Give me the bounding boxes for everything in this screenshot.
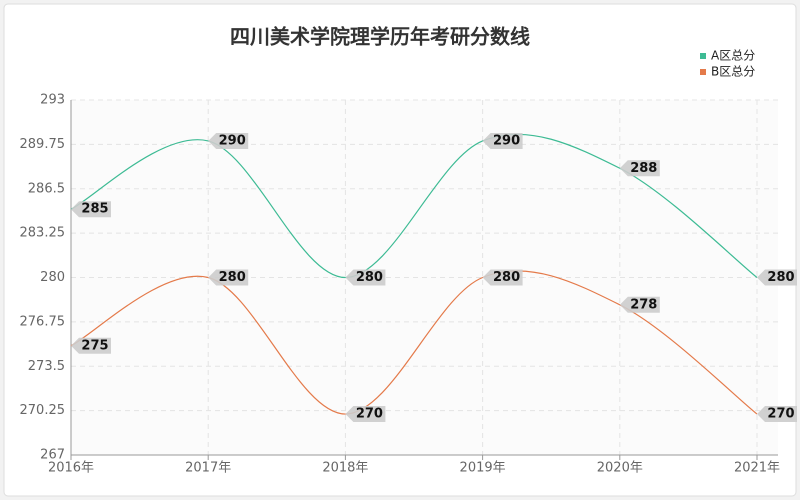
value-label-bg [757, 406, 797, 423]
value-label: 280 [219, 270, 246, 285]
x-tick-label: 2020年 [597, 461, 643, 476]
value-label-bg [619, 160, 660, 177]
y-tick-label: 293 [40, 93, 65, 108]
value-label-bg [71, 337, 111, 354]
value-label: 290 [219, 133, 246, 148]
value-label: 270 [356, 407, 383, 422]
value-label: 270 [767, 407, 794, 422]
value-label: 275 [81, 338, 108, 353]
y-tick-label: 283.25 [20, 226, 66, 241]
x-tick-label: 2017年 [185, 461, 231, 476]
legend [690, 44, 774, 84]
value-label: 288 [630, 161, 657, 176]
y-tick-label: 280 [40, 270, 65, 285]
value-label: 280 [493, 270, 520, 285]
y-tick-label: 286.5 [28, 181, 65, 196]
value-label-bg [757, 269, 797, 286]
value-label-bg [208, 269, 249, 286]
y-tick-label: 273.5 [28, 359, 65, 374]
value-label-bg [208, 132, 249, 149]
y-tick-label: 267 [40, 448, 65, 463]
value-label: 280 [356, 270, 383, 285]
legend-swatch [700, 53, 706, 59]
value-label: 285 [81, 202, 108, 217]
value-label-bg [482, 132, 523, 149]
value-label: 278 [630, 297, 657, 312]
legend-label: B区总分 [711, 65, 755, 79]
chart-title: 四川美术学院理学历年考研分数线 [230, 25, 530, 49]
y-tick-label: 270.25 [20, 403, 66, 418]
y-tick-label: 289.75 [20, 137, 66, 152]
legend-label: A区总分 [711, 49, 755, 63]
y-tick-label: 276.75 [20, 314, 66, 329]
value-label-bg [345, 406, 386, 423]
value-label-bg [482, 269, 523, 286]
value-label: 280 [767, 270, 794, 285]
x-tick-label: 2018年 [322, 461, 368, 476]
value-label: 290 [493, 133, 520, 148]
x-tick-label: 2021年 [734, 461, 780, 476]
value-label-bg [345, 269, 386, 286]
value-label-bg [619, 296, 660, 313]
x-tick-label: 2019年 [460, 461, 506, 476]
legend-swatch [700, 69, 706, 75]
x-tick-label: 2016年 [48, 461, 94, 476]
value-label-bg [71, 201, 111, 218]
